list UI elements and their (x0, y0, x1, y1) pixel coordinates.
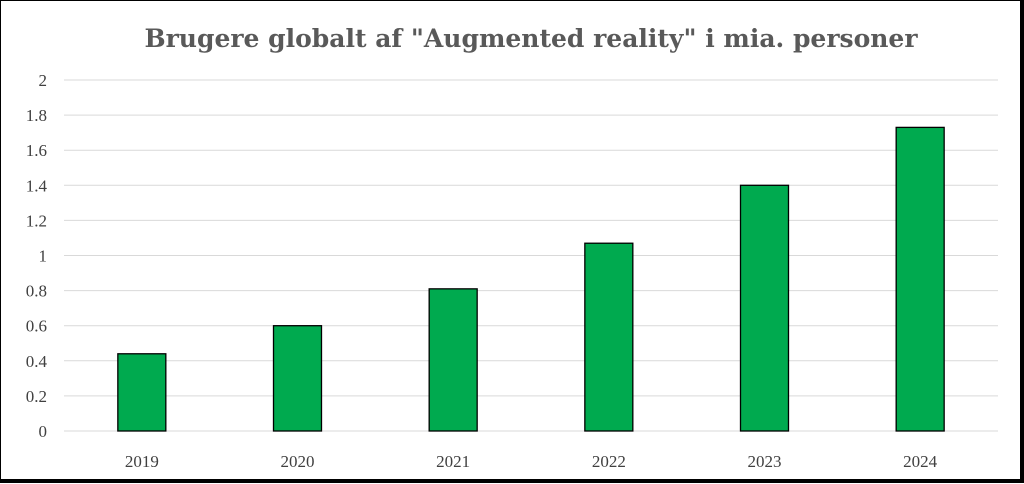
y-tick-label: 0.4 (26, 352, 48, 371)
x-tick-label: 2021 (436, 452, 470, 471)
y-tick-label: 1.4 (26, 176, 48, 195)
x-tick-label: 2020 (281, 452, 315, 471)
y-tick-label: 1.8 (26, 106, 47, 125)
bar-2023 (739, 184, 790, 432)
y-tick-label: 1.2 (26, 211, 47, 230)
y-axis-tick-labels: 0 0.2 0.4 0.6 0.8 1 1.2 1.4 1.6 1.8 2 (26, 71, 48, 441)
x-tick-label: 2022 (592, 452, 626, 471)
gridlines (64, 79, 998, 432)
chart-title: Brugere globalt af "Augmented reality" i… (144, 24, 918, 53)
x-tick-label: 2024 (903, 452, 938, 471)
y-tick-label: 0.6 (26, 317, 47, 336)
bar-2020 (272, 325, 323, 432)
bar-2022 (584, 242, 634, 432)
y-tick-label: 1.6 (26, 141, 47, 160)
x-axis-tick-labels: 2019 2020 2021 2022 2023 2024 (125, 452, 938, 471)
x-tick-label: 2019 (125, 452, 159, 471)
bar-2019 (117, 353, 167, 432)
y-tick-label: 0.8 (26, 282, 47, 301)
y-tick-label: 2 (39, 71, 48, 90)
y-tick-label: 0 (39, 422, 48, 441)
bars (117, 126, 945, 432)
y-tick-label: 1 (39, 247, 48, 266)
bar-2024 (895, 126, 945, 432)
bar-2021 (428, 288, 478, 432)
y-tick-label: 0.2 (26, 387, 47, 406)
x-tick-label: 2023 (748, 452, 782, 471)
